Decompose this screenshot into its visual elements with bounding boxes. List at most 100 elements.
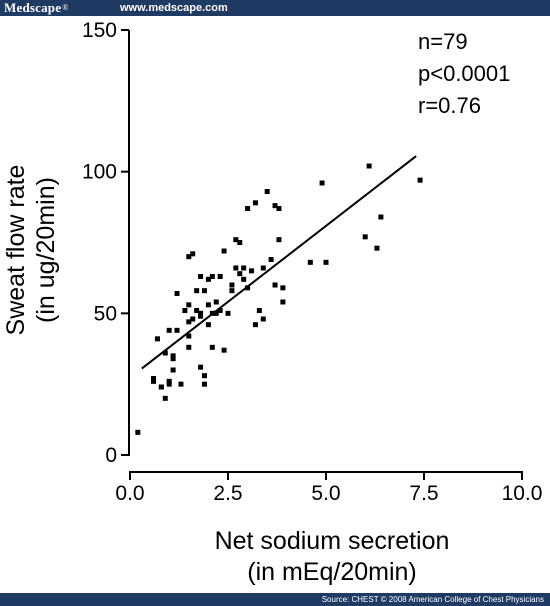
scatter-point bbox=[233, 265, 239, 271]
y-axis-title: Sweat flow rate(in ug/20min) bbox=[2, 165, 60, 336]
scatter-point bbox=[151, 378, 157, 384]
scatter-point bbox=[417, 177, 423, 183]
x-tick-label: 5.0 bbox=[311, 482, 340, 505]
scatter-point bbox=[225, 310, 231, 316]
scatter-point bbox=[260, 316, 266, 322]
stat-annotation: r=0.76 bbox=[418, 93, 481, 118]
scatter-point bbox=[205, 276, 211, 282]
scatter-point bbox=[221, 347, 227, 353]
scatter-point bbox=[237, 240, 243, 245]
scatter-point bbox=[205, 322, 211, 328]
scatter-point bbox=[272, 203, 278, 209]
scatter-point bbox=[362, 234, 368, 240]
scatter-point bbox=[233, 237, 239, 243]
scatter-point bbox=[319, 180, 325, 186]
scatter-point bbox=[186, 254, 192, 260]
scatter-point bbox=[256, 308, 262, 313]
scatter-point bbox=[213, 310, 219, 316]
x-tick-label: 2.5 bbox=[213, 482, 242, 505]
scatter-point bbox=[209, 344, 215, 350]
scatter-point bbox=[276, 206, 282, 211]
scatter-point bbox=[198, 310, 204, 316]
regression-line bbox=[141, 155, 417, 370]
scatter-point bbox=[182, 308, 188, 313]
scatter-point bbox=[166, 378, 172, 384]
scatter-point bbox=[241, 265, 247, 271]
x-tick-label: 0.0 bbox=[115, 482, 144, 505]
x-axis-label: Net sodium secretion (in mEq/20min) bbox=[215, 527, 450, 586]
scatter-point bbox=[178, 381, 184, 387]
scatter-point bbox=[194, 288, 200, 294]
scatter-point bbox=[366, 163, 372, 169]
scatter-point bbox=[217, 274, 223, 279]
scatter-point bbox=[229, 288, 235, 294]
footer-bar: Source: CHEST © 2008 American College of… bbox=[0, 593, 550, 606]
scatter-point bbox=[252, 200, 258, 206]
scatter-point bbox=[217, 308, 223, 313]
scatter-point bbox=[174, 291, 180, 296]
scatter-point bbox=[186, 302, 192, 308]
data-points bbox=[135, 163, 423, 435]
scatter-point bbox=[166, 327, 172, 333]
scatter-point bbox=[190, 316, 196, 322]
scatter-point bbox=[245, 206, 251, 211]
scatter-point bbox=[323, 259, 329, 265]
scatter-point bbox=[241, 276, 247, 282]
scatter-point bbox=[162, 395, 168, 401]
y-axis-label: Sweat flow rate(in ug/20min) bbox=[2, 165, 60, 336]
scatter-point bbox=[198, 313, 204, 319]
scatter-point bbox=[378, 214, 384, 220]
y-ticks: 0 50 100 150 bbox=[82, 19, 129, 467]
scatter-point bbox=[249, 268, 255, 274]
y-tick-label: 0 bbox=[105, 444, 117, 467]
scatter-point bbox=[151, 376, 157, 381]
scatter-point bbox=[194, 308, 200, 313]
y-tick-label: 50 bbox=[94, 302, 117, 325]
x-tick-label: 7.5 bbox=[409, 482, 438, 505]
scatter-point bbox=[276, 237, 282, 243]
medscape-logo: Medscape® bbox=[4, 0, 68, 16]
scatter-point bbox=[260, 265, 266, 271]
scatter-point bbox=[198, 364, 204, 370]
scatter-point bbox=[166, 381, 172, 387]
scatter-point bbox=[221, 248, 227, 254]
scatter-point bbox=[229, 282, 235, 288]
scatter-point bbox=[268, 257, 274, 262]
registered-mark: ® bbox=[62, 3, 69, 12]
scatter-point bbox=[170, 353, 176, 359]
scatter-point bbox=[280, 299, 286, 305]
scatter-point bbox=[190, 251, 196, 257]
scatter-point bbox=[209, 274, 215, 279]
scatter-point bbox=[170, 367, 176, 373]
stat-annotation: p<0.0001 bbox=[418, 61, 510, 86]
scatter-point bbox=[264, 189, 270, 194]
scatter-point bbox=[186, 333, 192, 339]
scatter-point bbox=[198, 274, 204, 279]
scatter-point bbox=[158, 384, 164, 390]
x-axis-label-line: Net sodium secretion bbox=[215, 527, 450, 555]
y-tick-label: 100 bbox=[82, 161, 117, 184]
scatter-point bbox=[201, 381, 207, 387]
header-bar: Medscape® www.medscape.com bbox=[0, 0, 550, 16]
y-tick-label: 150 bbox=[82, 19, 117, 42]
scatter-point bbox=[237, 271, 243, 277]
scatter-point bbox=[174, 327, 180, 333]
stat-annotation: n=79 bbox=[418, 29, 468, 54]
source-credit: Source: CHEST © 2008 American College of… bbox=[321, 595, 544, 604]
scatter-point bbox=[205, 302, 211, 308]
x-ticks: 0.0 2.5 5.0 7.5 10.0 bbox=[115, 472, 542, 505]
scatter-point bbox=[307, 259, 313, 265]
scatter-point bbox=[252, 322, 258, 328]
stats-annotations: n=79 p<0.0001 r=0.76 bbox=[418, 29, 510, 118]
scatter-point bbox=[170, 356, 176, 362]
scatter-point bbox=[186, 344, 192, 350]
x-axis-label-line: (in mEq/20min) bbox=[247, 558, 417, 586]
site-url[interactable]: www.medscape.com bbox=[120, 2, 228, 14]
x-axis-title: Net sodium secretion (in mEq/20min) bbox=[215, 527, 450, 586]
x-tick-label: 10.0 bbox=[502, 482, 543, 505]
scatter-point bbox=[201, 373, 207, 379]
scatter-point bbox=[154, 336, 160, 342]
scatter-point bbox=[272, 282, 278, 288]
scatter-chart: 0 50 100 150 0.0 2.5 5.0 7.5 10.0 n=79 p<0.0001 r… bbox=[2, 19, 542, 586]
scatter-point bbox=[186, 319, 192, 325]
